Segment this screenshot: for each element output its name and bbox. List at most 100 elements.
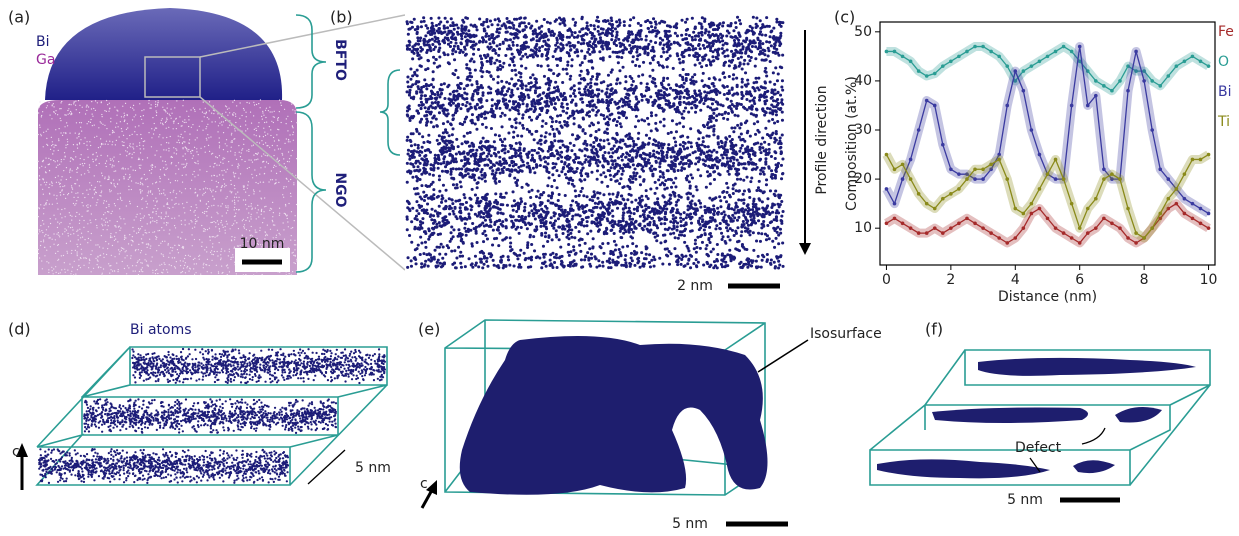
x-tick-label: 6 [1075,272,1084,288]
data-point [1102,217,1106,221]
data-point [957,187,961,191]
data-point [941,64,945,68]
data-point [1158,84,1162,88]
scale-label: 2 nm [677,278,713,294]
data-point [1207,153,1211,157]
data-point [1199,59,1203,63]
data-point [1094,226,1098,230]
data-point [885,221,889,225]
data-point [989,50,993,54]
isosurface [877,459,1050,478]
data-point [957,221,961,225]
x-tick-label: 4 [1011,272,1020,288]
data-point [1207,212,1211,216]
data-point [957,172,961,176]
data-point [1191,202,1195,206]
data-point [1158,212,1162,216]
data-point [1005,64,1009,68]
data-point [1086,231,1090,235]
data-point [1183,59,1187,63]
data-point [1030,64,1034,68]
data-point [1038,59,1042,63]
data-point [917,128,921,132]
legend-entry: Fe [1218,24,1234,40]
data-point [997,158,1001,162]
scale-label: 10 nm [240,236,285,252]
data-point [957,55,961,59]
axis-label: c [12,444,20,460]
data-point [941,231,945,235]
data-point [885,50,889,54]
data-point [925,99,929,103]
data-point [981,167,985,171]
data-point [1062,177,1066,181]
panel-title: Bi atoms [130,322,192,338]
data-point [909,59,913,63]
arrow-head [799,243,811,255]
data-point [893,217,897,221]
data-point [1086,207,1090,211]
data-point [1191,55,1195,59]
data-point [901,163,905,167]
scale-label: 5 nm [355,460,391,476]
data-point [1175,64,1179,68]
data-point [909,158,913,162]
data-point [1199,207,1203,211]
page: (a) Bi Ga 10 nm BFTO NGO (b) Profile dir… [0,0,1239,536]
data-point [1126,207,1130,211]
data-point [949,226,953,230]
data-point [1183,212,1187,216]
data-point [1134,50,1138,54]
callout: Isosurface [810,326,882,342]
isosurface [978,358,1196,376]
x-tick-label: 0 [882,272,891,288]
data-point [1005,177,1009,181]
data-point [901,177,905,181]
isosurface [1115,407,1162,423]
data-point [1054,177,1058,181]
x-tick-label: 10 [1200,272,1218,288]
y-axis-label: Composition (at.%) [844,76,860,211]
x-tick-label: 8 [1140,272,1149,288]
data-point [1191,158,1195,162]
data-point [1110,172,1114,176]
panel-label: (e) [418,320,440,339]
data-point [965,217,969,221]
data-point [1070,202,1074,206]
data-point [1046,172,1050,176]
data-point [885,153,889,157]
data-point [1207,226,1211,230]
data-point [1110,89,1114,93]
data-point [909,177,913,181]
data-point [933,104,937,108]
data-point [1207,64,1211,68]
legend-bi: Bi [36,34,50,50]
isosurface [460,336,768,495]
data-point [1094,197,1098,201]
panel-label: (a) [8,8,30,27]
data-point [1199,221,1203,225]
data-point [1054,50,1058,54]
data-point [1102,177,1106,181]
data-point [925,202,929,206]
data-point [965,50,969,54]
data-point [925,74,929,78]
data-point [1005,104,1009,108]
atom-cloud [39,349,385,483]
data-point [1166,177,1170,181]
data-point [1062,231,1066,235]
data-point [997,55,1001,59]
data-point [1054,226,1058,230]
data-point [901,221,905,225]
panel-label: (c) [834,8,855,27]
data-point [1166,74,1170,78]
legend-entry: Bi [1218,84,1232,100]
region-label: BFTO [332,39,348,81]
legend-entry: O [1218,54,1229,70]
data-point [981,177,985,181]
data-point [1110,221,1114,225]
data-point [989,231,993,235]
data-point [1070,50,1074,54]
legend-ga: Ga [36,52,55,68]
data-point [1038,207,1042,211]
